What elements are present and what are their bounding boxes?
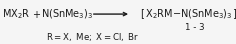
Text: $\mathregular{N(SnMe_3)_3}$: $\mathregular{N(SnMe_3)_3}$ <box>41 7 94 21</box>
Text: $\mathregular{[\,X_2RM{-}N(SnMe_3)_3\,]}$: $\mathregular{[\,X_2RM{-}N(SnMe_3)_3\,]}… <box>140 7 236 21</box>
Text: $\mathregular{+}$: $\mathregular{+}$ <box>32 9 41 20</box>
Text: $\mathregular{R = X,\ Me;\ X = Cl,\ Br}$: $\mathregular{R = X,\ Me;\ X = Cl,\ Br}$ <box>46 31 139 43</box>
Text: $\mathregular{MX_2R}$: $\mathregular{MX_2R}$ <box>2 7 31 21</box>
Text: 1 - 3: 1 - 3 <box>185 23 205 32</box>
